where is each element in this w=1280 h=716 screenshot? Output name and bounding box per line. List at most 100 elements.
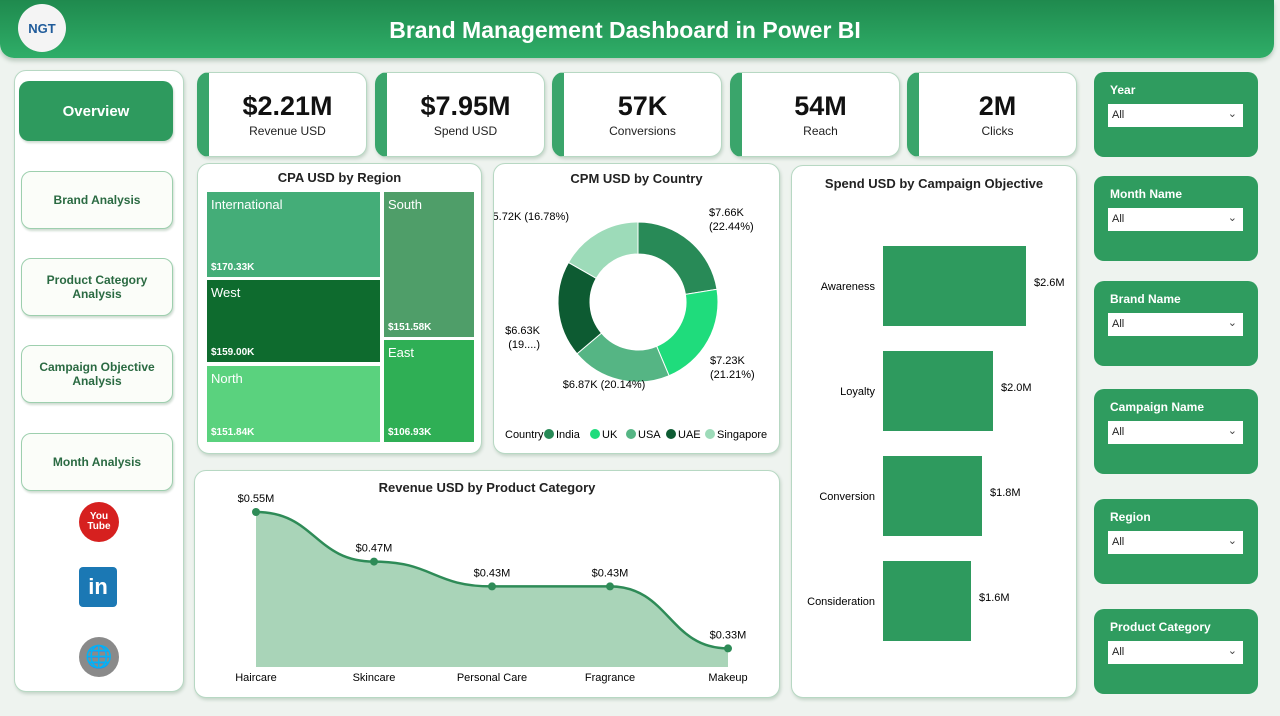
nav-brand-analysis[interactable]: Brand Analysis [21, 171, 173, 229]
filter-value: All [1112, 536, 1125, 548]
filter-label: Brand Name [1110, 292, 1181, 306]
kpi-label: Conversions [609, 124, 676, 138]
filter-dropdown[interactable]: All ⌄ [1108, 104, 1243, 127]
kpi-card: 2M Clicks [907, 72, 1077, 157]
tile-name: International [211, 197, 283, 212]
bar-value-label: $2.0M [1001, 382, 1032, 394]
data-label: $0.43M [474, 567, 511, 579]
filter-value: All [1112, 646, 1125, 658]
globe-icon[interactable]: 🌐 [79, 637, 119, 677]
data-point[interactable] [606, 582, 614, 591]
tile-name: North [211, 371, 243, 386]
tile-value: $159.00K [211, 347, 255, 358]
filter-label: Campaign Name [1110, 400, 1205, 414]
filter-dropdown[interactable]: All ⌄ [1108, 531, 1243, 554]
slice-label-pct: (21.21%) [710, 369, 755, 381]
filter-product-category: Product Category All ⌄ [1094, 609, 1258, 694]
data-point[interactable] [488, 582, 496, 591]
data-point[interactable] [252, 508, 260, 516]
filter-label: Product Category [1110, 620, 1211, 634]
x-tick-label: Skincare [353, 672, 396, 684]
chevron-down-icon: ⌄ [1227, 535, 1237, 547]
bar-category-label: Loyalty [840, 386, 875, 398]
filter-brand-name: Brand Name All ⌄ [1094, 281, 1258, 366]
bar-svg: Awareness $2.6M Loyalty $2.0M Conversion $1.8… [807, 246, 1065, 641]
youtube-icon[interactable]: You Tube [79, 502, 119, 542]
bar-conversion[interactable] [883, 456, 982, 536]
chart-title: CPA USD by Region [277, 170, 402, 185]
legend-title: Country [505, 429, 544, 441]
filter-dropdown[interactable]: All ⌄ [1108, 641, 1243, 664]
tile-value: $170.33K [211, 262, 255, 273]
treemap-tile[interactable]: South $151.58K [383, 191, 475, 338]
chart-title: CPM USD by Country [570, 171, 703, 186]
bar-category-label: Awareness [821, 281, 876, 293]
kpi-card: $7.95M Spend USD [375, 72, 545, 157]
kpi-value: 57K [617, 91, 668, 121]
legend-item[interactable]: USA [638, 429, 661, 441]
logo-text: NGT [28, 20, 56, 36]
legend-item[interactable]: UAE [678, 429, 701, 441]
bar-category-label: Conversion [819, 491, 875, 503]
area-svg: $0.55M Haircare $0.47M Skincare $0.43M Person… [235, 493, 747, 684]
slice-label: $7.23K [710, 355, 746, 367]
legend-item[interactable]: Singapore [717, 429, 767, 441]
treemap-tile[interactable]: West $159.00K [206, 279, 381, 363]
slice-label: $6.63K [505, 325, 541, 337]
kpi-label: Clicks [981, 124, 1014, 138]
nav-overview[interactable]: Overview [19, 81, 173, 141]
bar-loyalty[interactable] [883, 351, 993, 431]
kpi-value: $2.21M [242, 91, 333, 121]
bar-value-label: $2.6M [1034, 277, 1065, 289]
tile-value: $151.84K [211, 427, 255, 438]
spend-by-objective-chart: Spend USD by Campaign Objective Awarenes… [791, 165, 1077, 698]
filter-label: Month Name [1110, 187, 1182, 201]
chart-title: Revenue USD by Product Category [378, 480, 596, 495]
bar-consideration[interactable] [883, 561, 971, 641]
nav-campaign-objective-analysis[interactable]: Campaign Objective Analysis [21, 345, 173, 403]
filter-dropdown[interactable]: All ⌄ [1108, 421, 1243, 444]
donut-slice-india[interactable] [637, 221, 718, 295]
slice-label-pct: (22.44%) [709, 221, 754, 233]
kpi-label: Reach [803, 124, 838, 138]
filter-dropdown[interactable]: All ⌄ [1108, 208, 1243, 231]
filter-value: All [1112, 318, 1125, 330]
slice-label-pct: (19....) [508, 339, 540, 351]
chevron-down-icon: ⌄ [1227, 212, 1237, 224]
bar-awareness[interactable] [883, 246, 1026, 326]
data-label: $0.55M [238, 493, 275, 505]
tile-name: South [388, 197, 422, 212]
treemap-tile[interactable]: North $151.84K [206, 365, 381, 443]
slice-label: $6.87K (20.14%) [563, 379, 646, 391]
data-point[interactable] [724, 644, 732, 653]
x-tick-label: Haircare [235, 672, 277, 684]
legend-item[interactable]: India [556, 429, 581, 441]
legend-item[interactable]: UK [602, 429, 618, 441]
donut-slice-singapore[interactable] [567, 221, 639, 279]
data-label: $0.43M [592, 567, 629, 579]
page-title: Brand Management Dashboard in Power BI [389, 17, 861, 43]
nav-product-category-analysis[interactable]: Product Category Analysis [21, 258, 173, 316]
nav-month-analysis[interactable]: Month Analysis [21, 433, 173, 491]
chevron-down-icon: ⌄ [1227, 317, 1237, 329]
data-label: $0.47M [356, 543, 393, 555]
kpi-label: Spend USD [433, 124, 498, 138]
slice-label: $7.66K [709, 207, 745, 219]
donut-slice-uk[interactable] [655, 288, 719, 377]
donut-svg: $7.66K (22.44%) $7.23K (21.21%) $6.87K (20.1… [494, 207, 767, 441]
linkedin-icon[interactable]: in [79, 567, 117, 607]
filter-dropdown[interactable]: All ⌄ [1108, 313, 1243, 336]
x-tick-label: Personal Care [457, 672, 527, 684]
bar-value-label: $1.6M [979, 592, 1010, 604]
legend-marker [590, 429, 600, 439]
kpi-card: 54M Reach [730, 72, 900, 157]
data-label: $0.33M [710, 629, 747, 641]
data-point[interactable] [370, 557, 378, 566]
x-tick-label: Fragrance [585, 672, 635, 684]
legend-marker [666, 429, 676, 439]
legend-marker [626, 429, 636, 439]
treemap-tile[interactable]: International $170.33K [206, 191, 381, 278]
treemap-tile[interactable]: East $106.93K [383, 339, 475, 443]
filter-label: Year [1110, 83, 1136, 97]
slice-label: $5.72K (16.78%) [494, 211, 569, 223]
